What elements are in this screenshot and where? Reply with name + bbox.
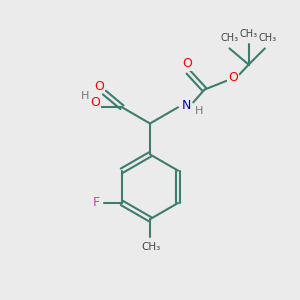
Text: H: H [81,91,89,101]
Text: CH₃: CH₃ [220,33,238,43]
Text: CH₃: CH₃ [141,242,160,252]
Text: O: O [182,57,192,70]
Text: O: O [94,80,104,93]
Text: O: O [90,95,100,109]
Text: CH₃: CH₃ [240,29,258,39]
Text: CH₃: CH₃ [259,33,277,43]
Text: H: H [194,106,203,116]
Text: O: O [228,71,238,84]
Text: F: F [92,196,100,209]
Text: N: N [182,99,191,112]
